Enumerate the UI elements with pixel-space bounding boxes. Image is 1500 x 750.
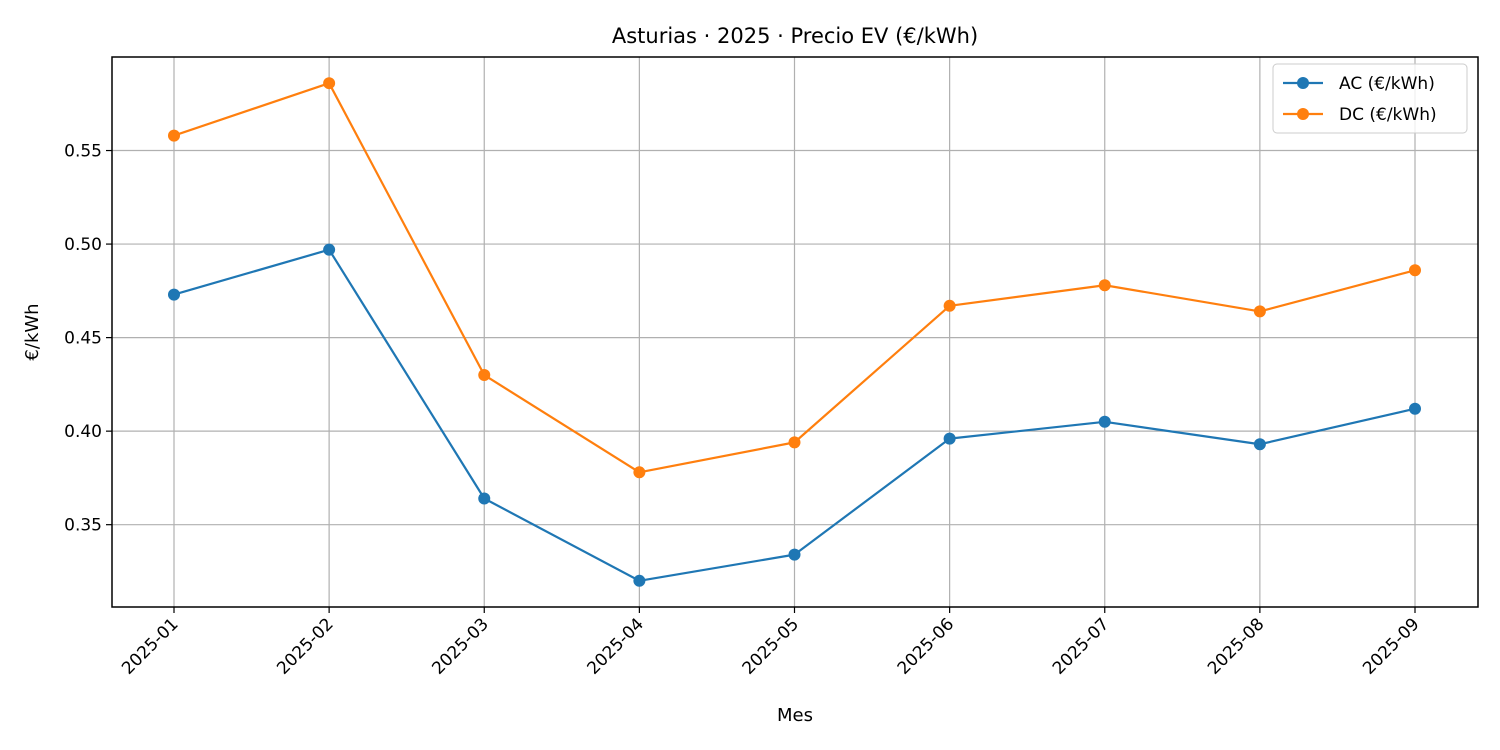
- data-point: [633, 466, 646, 479]
- legend-marker: [1297, 77, 1309, 89]
- data-point: [1409, 402, 1421, 415]
- series-ac: [168, 243, 1421, 587]
- grid-lines: [112, 57, 1478, 607]
- legend-marker: [1297, 108, 1309, 120]
- data-point: [1253, 438, 1266, 451]
- data-point: [323, 243, 336, 256]
- y-tick-label: 0.45: [64, 329, 102, 349]
- data-point: [788, 436, 801, 449]
- y-axis-label: €/kWh: [22, 303, 43, 360]
- y-tick-label: 0.35: [64, 516, 102, 536]
- data-point: [1098, 415, 1111, 428]
- data-point: [1098, 279, 1111, 292]
- y-tick-label: 0.55: [64, 142, 102, 162]
- data-point: [478, 492, 491, 505]
- y-axis: 0.35 0.40 0.45 0.50 0.55: [64, 142, 112, 536]
- y-tick-label: 0.40: [64, 422, 102, 442]
- data-point: [1253, 305, 1266, 318]
- series-layer: [168, 77, 1421, 587]
- data-point: [1409, 264, 1421, 277]
- chart-title: Asturias · 2025 · Precio EV (€/kWh): [612, 24, 978, 48]
- data-point: [323, 77, 336, 90]
- data-point: [633, 574, 646, 587]
- y-tick-label: 0.50: [64, 235, 102, 255]
- data-point: [168, 129, 180, 142]
- data-point: [943, 432, 956, 445]
- data-point: [478, 369, 491, 382]
- legend-label: AC (€/kWh): [1339, 74, 1435, 94]
- legend-box: [1272, 63, 1468, 134]
- legend: AC (€/kWh) DC (€/kWh): [1272, 63, 1468, 134]
- data-point: [788, 548, 801, 561]
- data-point: [943, 299, 956, 312]
- legend-label: DC (€/kWh): [1339, 105, 1437, 125]
- data-point: [168, 288, 180, 301]
- series-dc: [168, 77, 1421, 479]
- x-axis-label: Mes: [777, 705, 813, 726]
